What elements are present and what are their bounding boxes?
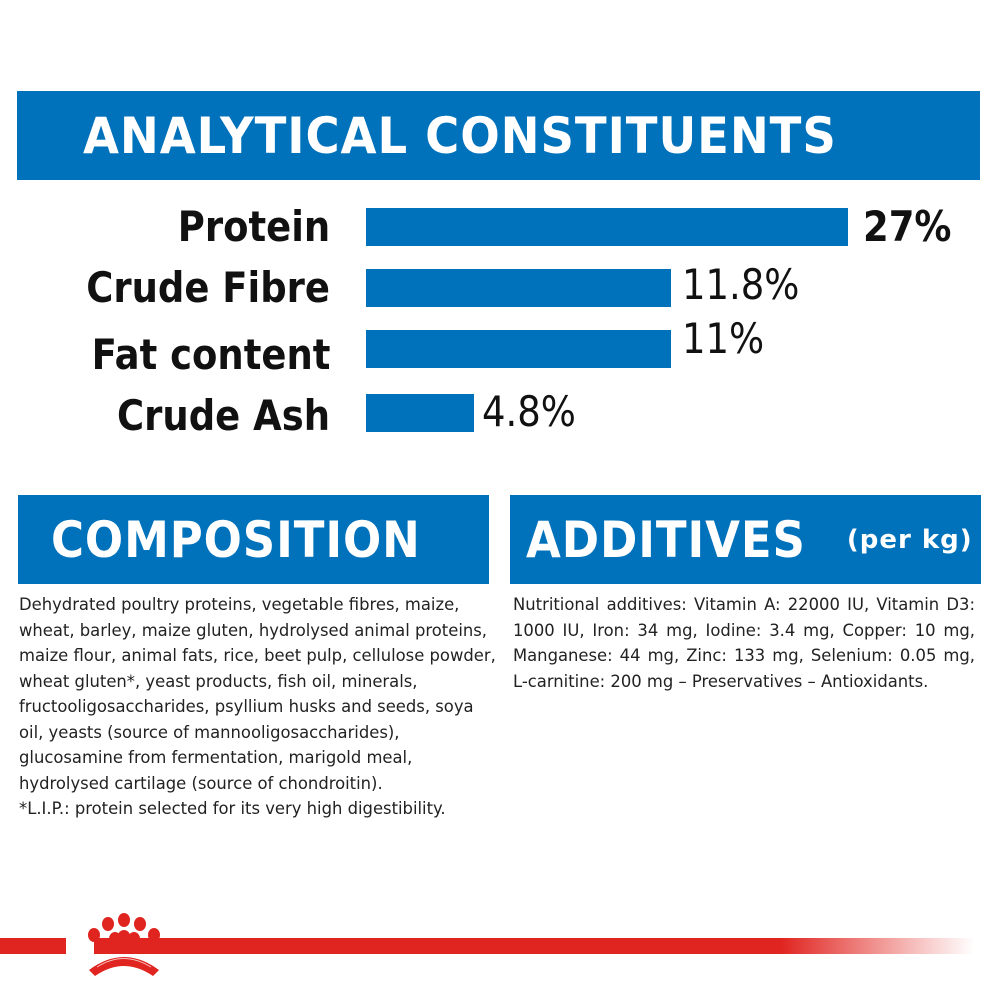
crown-logo-icon	[88, 913, 160, 976]
analytical-constituents-banner: ANALYTICAL CONSTITUENTS	[17, 91, 980, 180]
bar-crude-ash	[366, 394, 474, 432]
additives-subtitle: (per kg)	[846, 524, 973, 555]
composition-banner: COMPOSITION	[18, 495, 489, 584]
additives-text: Nutritional additives: Vitamin A: 22000 …	[513, 592, 975, 694]
row-value: 27%	[863, 202, 952, 251]
bar-fat-content	[366, 330, 671, 368]
row-label: Crude Fibre	[86, 263, 330, 312]
composition-footnote: *L.I.P.: protein selected for its very h…	[19, 799, 446, 818]
bar-protein	[366, 208, 848, 246]
chart-row-protein: Protein 27%	[0, 197, 1000, 257]
composition-text: Dehydrated poultry proteins, vegetable f…	[19, 592, 497, 822]
additives-title: ADDITIVES	[526, 510, 806, 569]
chart-row-crude-ash: Crude Ash 4.8%	[0, 386, 1000, 446]
row-label: Fat content	[91, 330, 330, 379]
row-label: Protein	[177, 202, 330, 251]
footer-stripe-left	[0, 938, 66, 954]
row-label: Crude Ash	[117, 391, 330, 440]
composition-title: COMPOSITION	[51, 510, 421, 569]
bar-crude-fibre	[366, 269, 671, 307]
chart-row-fat-content: Fat content 11%	[0, 314, 1000, 385]
footer-stripe-right	[94, 938, 974, 954]
chart-row-crude-fibre: Crude Fibre 11.8%	[0, 258, 1000, 318]
additives-banner: ADDITIVES (per kg)	[510, 495, 981, 584]
row-value: 11%	[682, 314, 765, 363]
additives-list: Nutritional additives: Vitamin A: 22000 …	[513, 595, 975, 691]
analytical-constituents-title: ANALYTICAL CONSTITUENTS	[83, 106, 837, 165]
row-value: 11.8%	[682, 260, 800, 309]
composition-ingredients: Dehydrated poultry proteins, vegetable f…	[19, 595, 496, 793]
row-value: 4.8%	[482, 387, 576, 436]
